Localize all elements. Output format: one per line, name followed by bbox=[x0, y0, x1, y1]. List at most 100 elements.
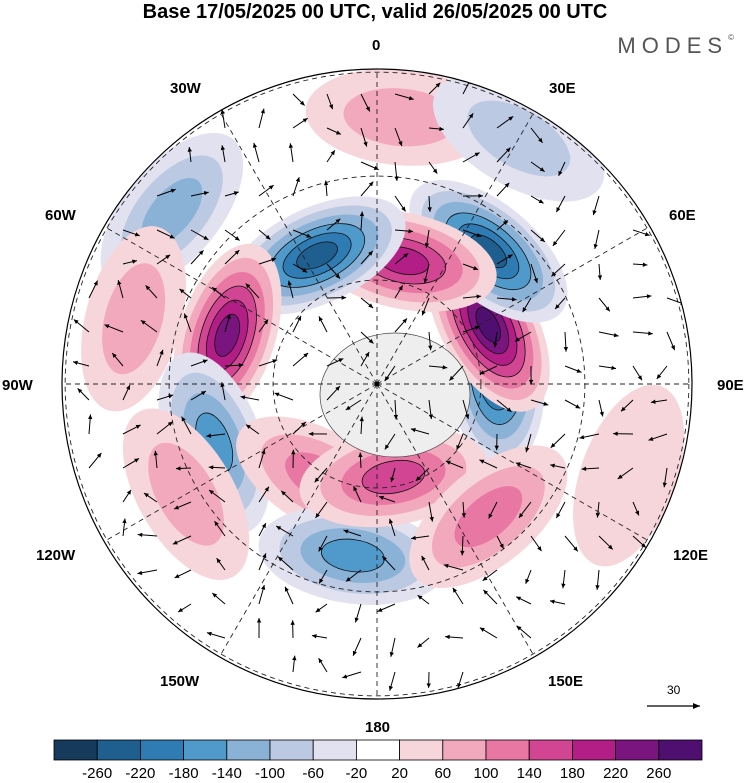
wind-vector-197 bbox=[632, 501, 640, 516]
wind-vector-108 bbox=[632, 331, 653, 336]
wind-vector-173 bbox=[390, 467, 396, 483]
wind-vector-203 bbox=[275, 525, 294, 537]
wind-vector-156 bbox=[410, 428, 430, 435]
wind-vector-224 bbox=[482, 569, 498, 582]
wind-vector-8 bbox=[292, 117, 308, 129]
wind-vector-21 bbox=[360, 161, 379, 171]
wind-vector-42 bbox=[122, 229, 140, 237]
arrow-head-icon bbox=[693, 703, 700, 709]
wind-vector-29 bbox=[190, 191, 209, 197]
wind-vector-85 bbox=[462, 294, 482, 299]
wind-vector-40 bbox=[555, 195, 566, 213]
colorbar-bin-14 bbox=[658, 739, 703, 761]
wind-vector-221 bbox=[381, 555, 396, 571]
wind-vector-201 bbox=[214, 520, 226, 537]
wind-vector-10 bbox=[360, 127, 368, 147]
colorbar-tick-label: 60 bbox=[434, 765, 451, 782]
wind-vector-172 bbox=[358, 452, 363, 469]
wind-vector-139 bbox=[462, 399, 470, 420]
wind-vector-125 bbox=[598, 365, 617, 371]
wind-vector-194 bbox=[518, 501, 532, 519]
wind-vector-140 bbox=[496, 399, 512, 413]
colorbar-tick-label: -100 bbox=[255, 765, 285, 782]
wind-vector-143 bbox=[598, 399, 604, 417]
wind-vector-113 bbox=[190, 359, 208, 367]
wind-vector-206 bbox=[388, 518, 396, 537]
wind-vector-38 bbox=[496, 182, 510, 197]
wind-vector-83 bbox=[394, 285, 404, 299]
wind-vector-86 bbox=[496, 297, 517, 302]
wind-vector-212 bbox=[598, 535, 614, 550]
wind-vector-163 bbox=[648, 433, 668, 441]
wind-vector-51 bbox=[424, 229, 430, 248]
colorbar-bin-13 bbox=[615, 739, 660, 761]
wind-vector-20 bbox=[326, 149, 336, 163]
wind-vector-96 bbox=[224, 314, 231, 333]
wind-vector-189 bbox=[353, 485, 362, 503]
wind-vector-80 bbox=[287, 280, 294, 299]
wind-vector-88 bbox=[554, 297, 566, 310]
wind-vector-121 bbox=[449, 365, 464, 381]
wind-vector-56 bbox=[593, 229, 600, 249]
wind-vector-104 bbox=[493, 331, 498, 348]
wind-vector-118 bbox=[360, 351, 370, 367]
wind-vector-0 bbox=[292, 93, 305, 106]
wind-vector-157 bbox=[456, 433, 464, 451]
colorbar-bin-12 bbox=[572, 739, 617, 761]
wind-vector-26 bbox=[530, 161, 545, 173]
wind-vector-147 bbox=[122, 424, 141, 435]
wind-vector-149 bbox=[181, 416, 192, 435]
meridian-150 bbox=[376, 110, 535, 385]
wind-vector-231 bbox=[284, 586, 294, 605]
colorbar-bin-4 bbox=[226, 739, 271, 761]
wind-vector-54 bbox=[530, 229, 546, 243]
graticule bbox=[62, 69, 692, 699]
wind-vector-70 bbox=[530, 263, 538, 284]
wind-vector-95 bbox=[183, 313, 192, 333]
wind-vector-204 bbox=[318, 535, 328, 552]
wind-vector-69 bbox=[496, 254, 513, 265]
wind-vector-94 bbox=[140, 319, 158, 333]
wind-vector-122 bbox=[479, 365, 498, 375]
wind-vector-126 bbox=[632, 365, 643, 381]
wind-vector-112 bbox=[156, 349, 164, 367]
wind-vector-154 bbox=[359, 416, 364, 435]
lon-label-120e: 120E bbox=[673, 547, 709, 564]
wind-vector-222 bbox=[421, 555, 430, 571]
wind-vector-81 bbox=[326, 295, 347, 300]
wind-vector-165 bbox=[122, 457, 140, 469]
lon-label-30w: 30W bbox=[170, 80, 201, 97]
wind-vector-53 bbox=[496, 219, 509, 231]
wind-vector-100 bbox=[360, 331, 374, 344]
wind-vector-44 bbox=[190, 229, 209, 241]
wind-vector-155 bbox=[384, 433, 396, 450]
wind-vector-185 bbox=[208, 489, 226, 503]
anomaly-contour bbox=[454, 486, 523, 548]
wind-vector-195 bbox=[555, 501, 566, 519]
colorbar-bin-10 bbox=[485, 739, 530, 761]
wind-vector-145 bbox=[650, 399, 668, 404]
wind-vector-30 bbox=[224, 191, 239, 197]
wind-vector-182 bbox=[122, 489, 132, 503]
wind-vector-66 bbox=[394, 252, 409, 265]
brand-logo: MODES© bbox=[617, 33, 734, 59]
wind-vector-240 bbox=[206, 631, 226, 639]
wind-vector-236 bbox=[452, 587, 464, 605]
wind-vector-133 bbox=[240, 395, 260, 401]
colorbar-tick-label: 220 bbox=[603, 765, 628, 782]
wind-vector-238 bbox=[515, 596, 532, 605]
wind-vector-116 bbox=[292, 352, 309, 367]
wind-vector-193 bbox=[488, 501, 498, 519]
wind-vector-244 bbox=[352, 637, 362, 656]
wind-vector-141 bbox=[530, 399, 549, 406]
meridian-120 bbox=[376, 226, 651, 385]
wind-vector-14 bbox=[496, 115, 514, 129]
colorbar-tick-label: -260 bbox=[82, 765, 112, 782]
colorbar-tick-label: -220 bbox=[125, 765, 155, 782]
wind-vector-213 bbox=[632, 535, 647, 549]
wind-vector-196 bbox=[595, 501, 601, 518]
wind-vector-211 bbox=[564, 535, 579, 552]
wind-vector-115 bbox=[258, 359, 278, 367]
wind-vector-106 bbox=[563, 331, 569, 352]
